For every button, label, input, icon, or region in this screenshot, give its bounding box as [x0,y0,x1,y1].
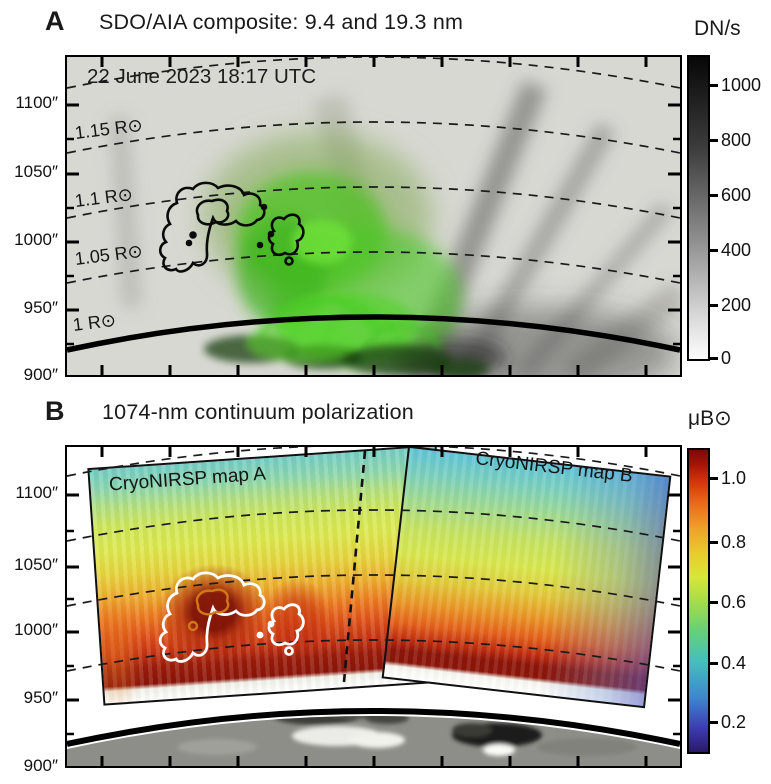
cbar-b-tick [708,721,718,724]
panel-b-tag: B [45,396,65,426]
cbar-b-label-0p6: 0.6 [721,592,747,612]
cbar-a-label-200: 200 [721,295,752,315]
panel-a-colorbar-title: DN/s [694,17,741,40]
panel-a-ytick-950: 950″ [23,298,58,317]
observation-timestamp: 22 June 2023 18:17 UTC [87,65,317,88]
cbar-b-tick [708,662,718,665]
panel-b-ytick-900: 900″ [23,756,58,775]
cbar-b-label-0p2: 0.2 [721,712,747,732]
panel-a-image [67,57,680,375]
green-emission [202,132,462,367]
panel-b-ytick-950: 950″ [23,688,58,707]
cbar-b-tick [708,477,718,480]
panel-a-ytick-1000: 1000″ [14,230,58,249]
dark-coronal-region [397,307,677,375]
cbar-a-label-800: 800 [721,130,752,150]
panel-a-ticks [67,57,680,375]
cbar-a-tick [708,357,718,360]
height-arcs-dashed [67,57,680,284]
radius-label-1: 1 R⊙ [71,309,117,335]
limb-arc-b [67,708,680,747]
cbar-b-label-0p4: 0.4 [721,653,747,673]
cbar-b-tick [708,541,718,544]
coronal-rays [109,80,680,375]
limb-arc [67,314,680,353]
cbar-a-label-1000: 1000 [721,75,762,95]
panel-b-ytick-1000: 1000″ [14,620,58,639]
cbar-a-tick [708,84,718,87]
panel-b-title: 1074-nm continuum polarization [102,400,414,424]
panel-a-ytick-900: 900″ [23,365,58,384]
polarization-contours-black [158,181,305,273]
panel-b-ytick-1050: 1050″ [14,555,58,574]
limb-clumps [204,322,489,375]
cbar-b-label-0p8: 0.8 [721,532,747,552]
photosphere-band [67,716,680,766]
green-loops [259,296,441,350]
radius-label-1p05: 1.05 R⊙ [73,240,144,269]
panel-b-colorbar-title: μB⊙ [688,407,732,430]
cbar-b-label-1p0: 1.0 [721,468,747,488]
panel-a-colorbar [687,55,710,361]
cbar-a-tick [708,304,718,307]
panel-a-tag: A [45,6,65,36]
cbar-a-label-0: 0 [721,348,732,368]
panel-b-colorbar [687,448,710,754]
cbar-b-tick [708,601,718,604]
panel-a-ytick-1050: 1050″ [14,162,58,181]
cbar-a-tick [708,249,718,252]
radius-label-1p15: 1.15 R⊙ [73,114,144,143]
photosphere-features [177,716,637,756]
cbar-a-tick [708,139,718,142]
cbar-a-tick [708,194,718,197]
panel-b-plot: CryoNIRSP map A CryoNIRSP map B [65,445,682,768]
panel-b-ytick-1100: 1100″ [15,483,58,502]
panel-a-ytick-1100: 1100″ [15,93,58,112]
corona-background [67,57,680,375]
panel-a-title: SDO/AIA composite: 9.4 and 19.3 nm [99,10,464,34]
dark-limb-clump [387,339,507,375]
cbar-a-label-600: 600 [721,185,752,205]
panel-a-plot: 22 June 2023 18:17 UTC 1.15 R⊙ 1.1 R⊙ 1.… [65,55,682,377]
cbar-a-label-400: 400 [721,240,752,260]
radius-label-1p1: 1.1 R⊙ [73,183,134,211]
